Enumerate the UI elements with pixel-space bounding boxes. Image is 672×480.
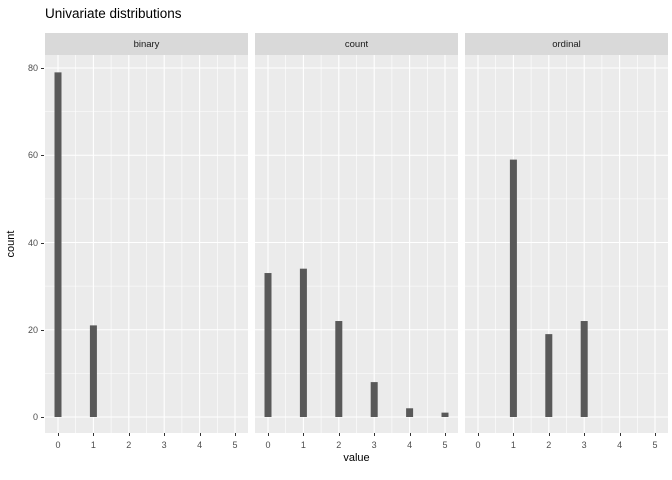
axis-tick — [584, 433, 586, 436]
bar — [406, 408, 414, 417]
axis-tick — [548, 433, 550, 436]
axis-tick — [268, 433, 269, 436]
y-axis-title: count — [5, 230, 17, 258]
x-axis-tick-label: 2 — [546, 440, 552, 450]
x-axis-tick-label: 3 — [161, 440, 167, 450]
facet-panel — [465, 55, 668, 433]
facet-strip-label: ordinal — [552, 38, 581, 50]
x-axis-tick-label: 2 — [126, 440, 132, 450]
axis-tick — [93, 433, 95, 436]
x-axis-tick-label: 1 — [510, 440, 516, 450]
axis-tick — [445, 433, 446, 436]
y-axis-tick-label: 0 — [32, 412, 38, 422]
x-axis-tick-label: 4 — [407, 440, 413, 450]
x-axis-tick-label: 2 — [336, 440, 342, 450]
facet-strip-label: count — [344, 38, 369, 50]
axis-tick — [41, 68, 44, 69]
x-axis-tick-label: 3 — [581, 440, 587, 450]
axis-tick — [619, 433, 621, 436]
plot-title: Univariate distributions — [45, 6, 182, 21]
y-axis-tick-label: 60 — [27, 150, 38, 161]
y-axis-tick-label: 40 — [27, 237, 38, 248]
x-axis-tick-label: 1 — [300, 440, 306, 450]
axis-tick — [478, 433, 479, 436]
axis-tick — [41, 155, 44, 157]
x-axis-tick-label: 5 — [442, 440, 448, 450]
x-axis-tick-label: 4 — [617, 440, 623, 450]
bar — [509, 159, 517, 418]
axis-tick — [303, 433, 305, 436]
y-axis-tick-label: 20 — [27, 324, 38, 335]
bar — [54, 72, 62, 418]
bar — [441, 412, 449, 417]
x-axis-tick-label: 0 — [265, 440, 271, 450]
x-axis-tick-label: 0 — [55, 440, 61, 450]
bar — [545, 334, 553, 417]
x-axis-tick-label: 5 — [232, 440, 238, 450]
x-axis-title: value — [343, 452, 370, 464]
axis-tick — [338, 433, 340, 436]
facet-panel — [45, 55, 248, 433]
x-axis-tick-label: 5 — [652, 440, 658, 450]
axis-tick — [41, 329, 44, 331]
axis-tick — [128, 433, 130, 436]
x-axis-tick-label: 1 — [90, 440, 96, 450]
axis-tick — [235, 433, 236, 436]
bar — [299, 268, 307, 417]
axis-tick — [41, 417, 44, 418]
facet-strip: ordinal — [465, 33, 668, 55]
axis-tick — [199, 433, 201, 436]
x-axis-tick-label: 3 — [371, 440, 377, 450]
facet-strip: binary — [45, 33, 248, 55]
axis-tick — [655, 433, 656, 436]
bar — [264, 273, 272, 417]
facet-strip-label: binary — [133, 38, 160, 50]
bar — [335, 321, 343, 417]
axis-tick — [164, 433, 166, 436]
axis-tick — [409, 433, 411, 436]
y-axis-tick-label: 80 — [27, 63, 38, 73]
axis-tick — [41, 242, 44, 244]
bar — [89, 325, 97, 417]
axis-tick — [58, 433, 59, 436]
bar — [580, 321, 588, 417]
x-axis-tick-label: 4 — [197, 440, 203, 450]
facet-panel — [255, 55, 458, 433]
axis-tick — [513, 433, 515, 436]
axis-tick — [374, 433, 376, 436]
bar — [370, 382, 378, 417]
facet-strip: count — [255, 33, 458, 55]
x-axis-tick-label: 0 — [475, 440, 481, 450]
